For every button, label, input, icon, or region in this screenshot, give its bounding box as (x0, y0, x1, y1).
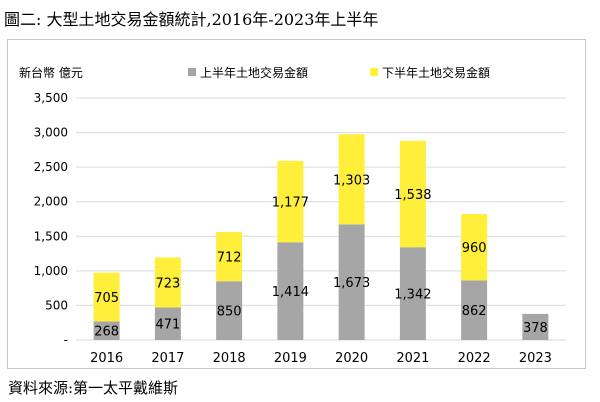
bar-first-half-2017 (154, 307, 181, 340)
y-tick-label: 2,000 (34, 195, 68, 209)
bar-second-half-2021 (399, 140, 426, 248)
data-label: 960 (462, 241, 487, 256)
bar-second-half-2019 (277, 160, 304, 243)
data-label: 1,303 (333, 173, 370, 188)
x-tick-label: 2017 (151, 351, 184, 366)
legend-swatch (370, 68, 378, 76)
y-tick-label: 1,000 (34, 264, 68, 278)
source-note: 資料來源:第一太平戴維斯 (8, 379, 179, 397)
data-label: 712 (217, 251, 242, 266)
x-tick-label: 2022 (458, 351, 491, 366)
y-axis-unit-label: 新台幣 億元 (19, 65, 83, 80)
y-tick-label: 2,500 (34, 160, 68, 174)
y-tick-label: - (64, 333, 68, 347)
y-tick-label: 500 (45, 298, 68, 312)
x-tick-label: 2019 (274, 351, 307, 366)
x-axis-ticks: 2016 2017 2018 2019 2020 2021 2022 2023 (90, 351, 552, 366)
x-tick-label: 2021 (396, 351, 429, 366)
bar-first-half-2018 (216, 281, 243, 340)
data-label: 378 (523, 321, 548, 336)
x-tick-label: 2018 (213, 351, 246, 366)
bar-second-half-2017 (154, 257, 181, 308)
y-axis-ticks: - 500 1,000 1,500 2,000 2,500 3,000 3,500 (34, 91, 68, 347)
bar-second-half-2016 (93, 272, 120, 322)
gridlines (76, 97, 566, 341)
chart-frame: 新台幣 億元 上半年土地交易金額 下半年土地交易金額 - 500 1,000 1,500… (7, 39, 586, 369)
legend-label: 上半年土地交易金額 (200, 65, 308, 80)
x-tick-label: 2023 (519, 351, 552, 366)
data-label: 705 (94, 291, 119, 306)
data-label: 471 (155, 318, 180, 333)
legend-swatch (188, 68, 196, 76)
data-label: 723 (155, 276, 180, 291)
data-label: 1,538 (394, 188, 431, 203)
bar-first-half-2021 (399, 247, 426, 340)
bar-second-half-2020 (338, 134, 365, 225)
bar-first-half-2023 (522, 313, 549, 340)
data-label: 850 (217, 305, 242, 320)
figure-title: 圖二: 大型土地交易金額統計,2016年-2023年上半年 (4, 10, 379, 29)
data-label: 1,342 (394, 288, 431, 303)
bar-first-half-2020 (338, 224, 365, 340)
y-tick-label: 1,500 (34, 229, 68, 243)
legend: 上半年土地交易金額 下半年土地交易金額 (188, 65, 490, 80)
bar-first-half-2022 (461, 280, 488, 340)
data-label: 1,673 (333, 276, 370, 291)
data-label: 268 (94, 325, 119, 340)
stacked-bar-chart: 新台幣 億元 上半年土地交易金額 下半年土地交易金額 - 500 1,000 1,500… (19, 65, 566, 366)
x-tick-label: 2020 (335, 351, 368, 366)
bar-first-half-2016 (93, 321, 120, 340)
x-tick-label: 2016 (90, 351, 123, 366)
data-label: 862 (462, 304, 487, 319)
y-tick-label: 3,500 (34, 91, 68, 105)
legend-label: 下半年土地交易金額 (382, 65, 490, 80)
data-label: 1,177 (272, 196, 309, 211)
bar-first-half-2019 (277, 242, 304, 340)
bar-second-half-2022 (461, 214, 488, 281)
y-tick-label: 3,000 (34, 126, 68, 140)
bar-second-half-2018 (216, 231, 243, 282)
bars: 268 705 471 723 850 712 1,414 1,177 1,673 1,303 1,… (93, 134, 549, 340)
data-label: 1,414 (272, 285, 309, 300)
